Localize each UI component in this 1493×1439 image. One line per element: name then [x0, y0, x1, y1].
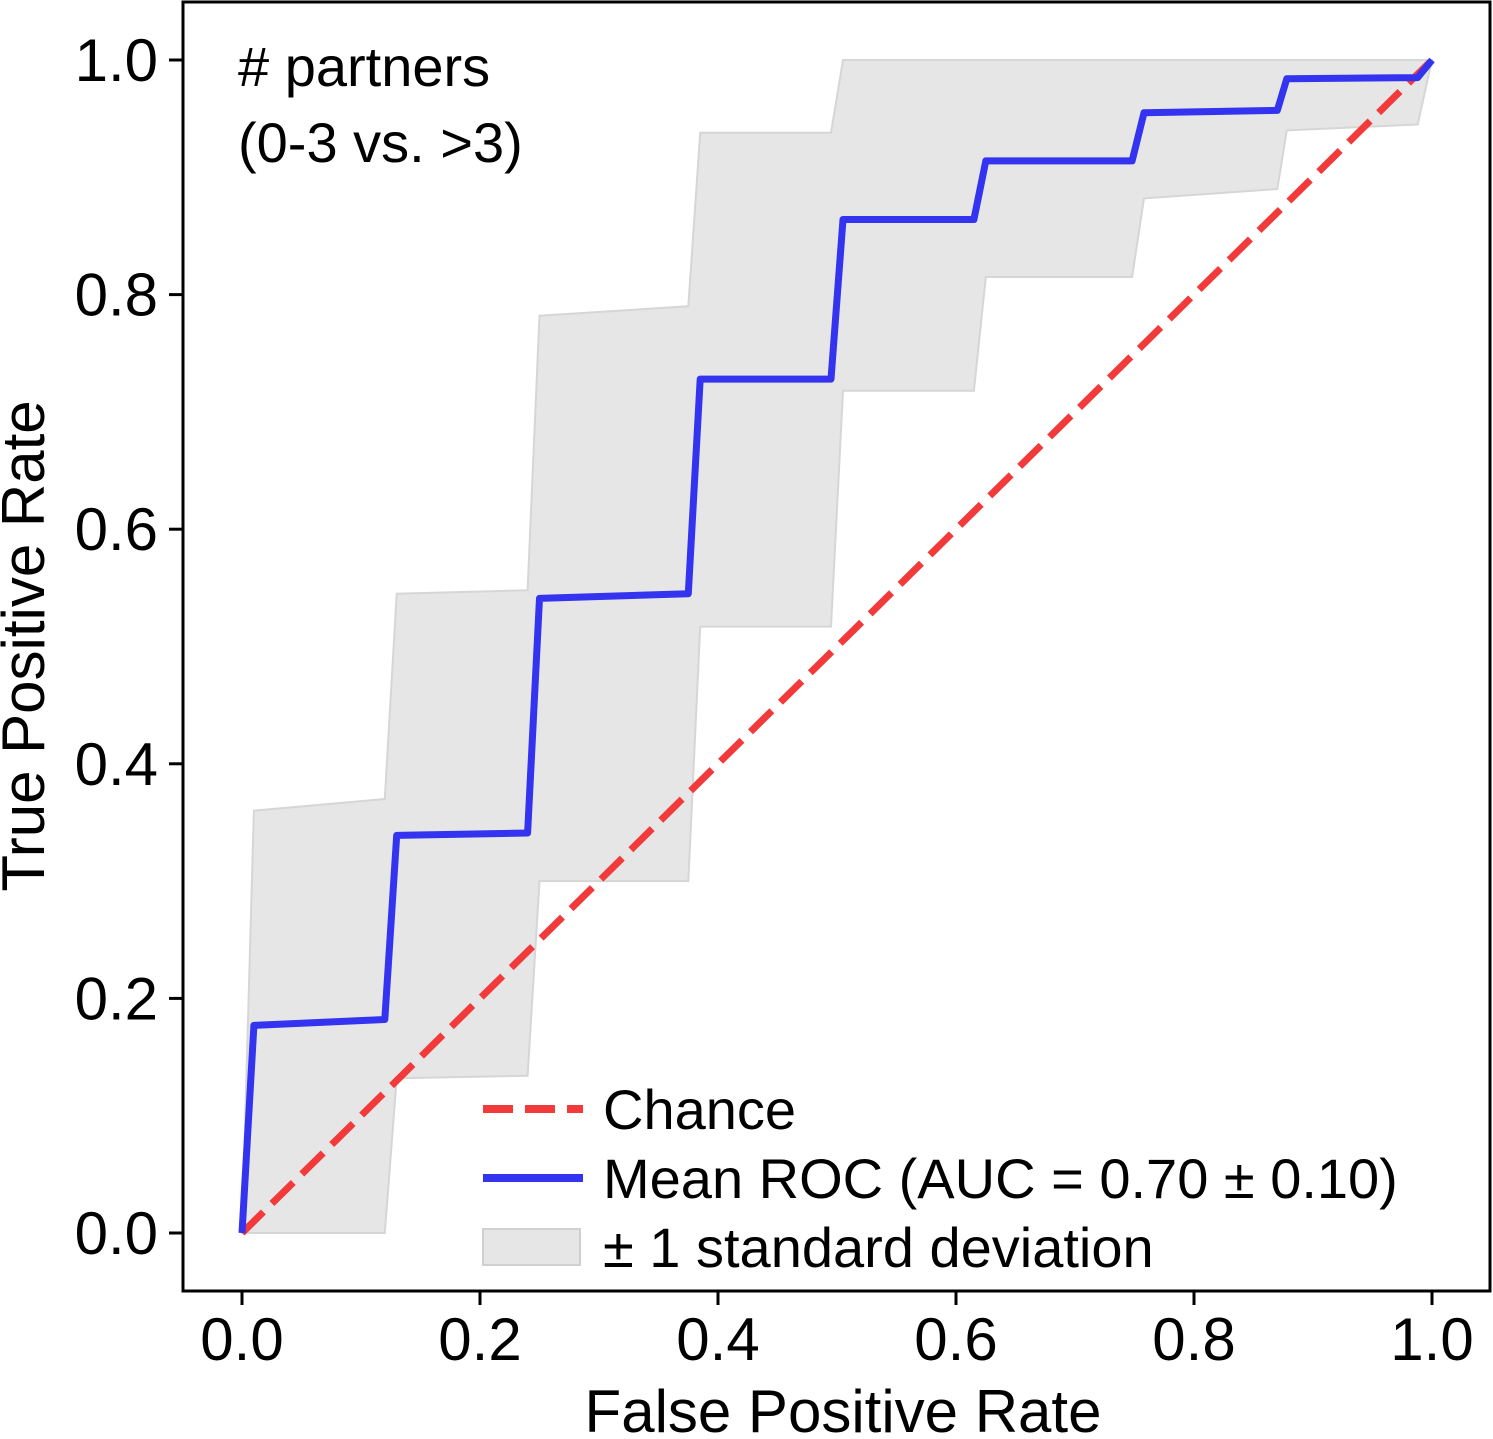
legend: Chance Mean ROC (AUC = 0.70 ± 0.10) ± 1 … [482, 1078, 1398, 1279]
x-tick-label: 0.6 [914, 1306, 997, 1373]
y-tick-label: 0.0 [75, 1200, 158, 1267]
annotation-line-2: (0-3 vs. >3) [238, 111, 523, 174]
y-tick-label: 0.8 [75, 262, 158, 329]
legend-mean-roc-label: Mean ROC (AUC = 0.70 ± 0.10) [603, 1147, 1398, 1210]
y-tick-label: 0.2 [75, 965, 158, 1032]
x-tick-label: 0.4 [676, 1306, 759, 1373]
x-axis-ticks: 0.0 0.2 0.4 0.6 0.8 1.0 [200, 1291, 1474, 1373]
y-tick-label: 1.0 [75, 27, 158, 94]
x-tick-label: 0.8 [1152, 1306, 1235, 1373]
mean-roc-line [238, 57, 1435, 1234]
legend-std-band-swatch [482, 1228, 581, 1266]
x-axis-title: False Positive Rate [585, 1378, 1102, 1434]
legend-chance-label: Chance [603, 1078, 796, 1141]
x-tick-label: 0.0 [200, 1306, 283, 1373]
series-layer [238, 57, 1435, 1236]
x-tick-label: 0.2 [438, 1306, 521, 1373]
y-axis-title: True Positive Rate [0, 400, 57, 891]
legend-std-band-label: ± 1 standard deviation [603, 1216, 1154, 1279]
axes-frame [181, 0, 1492, 1293]
annotation-line-1: # partners [238, 35, 490, 98]
x-tick-label: 1.0 [1390, 1306, 1473, 1373]
y-axis-ticks: 0.0 0.2 0.4 0.6 0.8 1.0 [75, 27, 183, 1267]
y-tick-label: 0.4 [75, 731, 158, 798]
y-tick-label: 0.6 [75, 496, 158, 563]
chance-line [239, 57, 1435, 1236]
